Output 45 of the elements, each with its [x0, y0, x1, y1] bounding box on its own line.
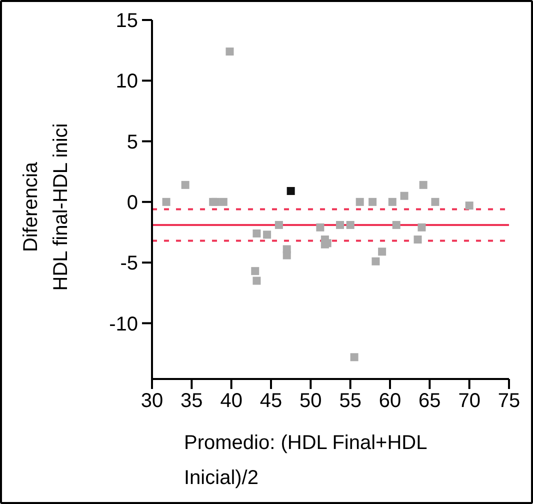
x-tick-label: 55 — [339, 390, 362, 412]
point — [252, 276, 261, 285]
point — [419, 180, 428, 189]
point — [378, 248, 386, 256]
x-tick-label: 70 — [458, 390, 480, 412]
point — [181, 180, 190, 189]
x-tick-label: 50 — [300, 390, 322, 412]
y-tick-label: -10 — [109, 313, 138, 336]
point — [368, 198, 377, 206]
point — [392, 220, 400, 229]
y-tick-label: 15 — [116, 10, 138, 32]
x-tick-label: 30 — [140, 390, 164, 412]
x-tick-label: 40 — [220, 390, 242, 412]
y-tick-label: 10 — [116, 70, 138, 93]
x-tick-label: 65 — [418, 390, 441, 412]
y-axis-title: Diferencia HDL final-HDL inici — [20, 123, 72, 291]
y-tick-label: -5 — [120, 252, 138, 275]
point — [372, 257, 380, 266]
x-axis-title: Promedio: (HDL Final+HDL Inicial)/2 — [184, 432, 428, 489]
point — [350, 353, 358, 362]
point — [346, 220, 354, 229]
point — [251, 267, 260, 276]
point — [274, 220, 283, 229]
point — [414, 236, 422, 244]
point — [252, 229, 261, 238]
y-tick-label: 5 — [126, 131, 138, 154]
point — [316, 223, 324, 232]
point — [418, 223, 426, 232]
point — [282, 251, 291, 260]
point — [219, 198, 228, 206]
point — [286, 187, 295, 196]
y-tick-label: 0 — [126, 192, 138, 214]
point — [336, 220, 344, 229]
point — [226, 48, 234, 56]
point — [431, 198, 440, 206]
x-tick-label: 60 — [378, 390, 402, 412]
x-tick-label: 75 — [498, 390, 520, 412]
x-tick-label: 35 — [180, 390, 203, 412]
point — [388, 198, 396, 206]
x-tick-label: 45 — [260, 390, 282, 412]
point — [400, 192, 408, 200]
point — [356, 198, 364, 206]
point — [263, 230, 272, 239]
point — [465, 202, 474, 210]
point — [162, 198, 170, 206]
